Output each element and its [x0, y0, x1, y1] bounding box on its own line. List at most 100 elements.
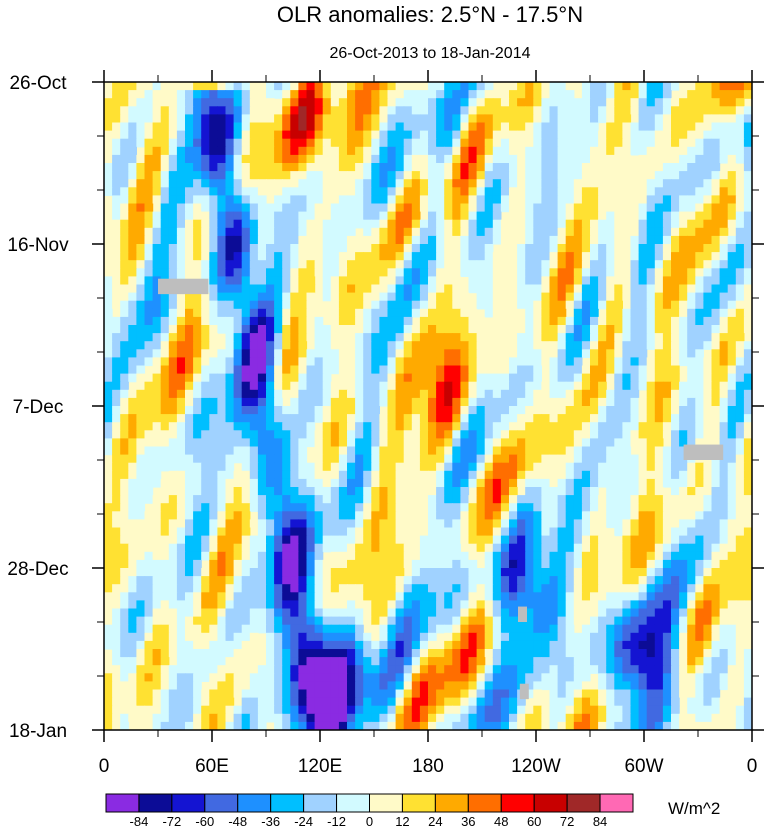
anomaly-cell	[468, 511, 478, 520]
anomaly-cell	[517, 495, 526, 504]
anomaly-cell	[687, 341, 696, 350]
anomaly-cell	[565, 341, 575, 350]
anomaly-cell	[282, 478, 291, 488]
anomaly-cell	[403, 268, 413, 277]
anomaly-cell	[509, 462, 518, 472]
anomaly-cell	[411, 122, 421, 132]
anomaly-cell	[492, 130, 502, 140]
anomaly-cell	[638, 543, 648, 553]
anomaly-cell	[168, 551, 178, 561]
anomaly-cell	[743, 535, 752, 545]
anomaly-cell	[136, 292, 146, 302]
anomaly-cell	[468, 308, 478, 318]
anomaly-cell	[160, 535, 170, 545]
anomaly-cell	[306, 138, 316, 148]
anomaly-cell	[581, 462, 591, 472]
anomaly-cell	[525, 300, 534, 310]
anomaly-cell	[679, 219, 688, 229]
anomaly-cell	[509, 495, 518, 504]
anomaly-cell	[379, 268, 389, 277]
anomaly-cell	[662, 195, 672, 205]
anomaly-cell	[428, 584, 437, 593]
anomaly-cell	[444, 316, 453, 326]
anomaly-cell	[266, 179, 275, 188]
anomaly-cell	[274, 341, 283, 350]
anomaly-cell	[573, 438, 583, 448]
anomaly-cell	[120, 325, 129, 334]
anomaly-cell	[703, 341, 713, 350]
anomaly-cell	[614, 551, 623, 561]
anomaly-cell	[646, 114, 656, 124]
anomaly-cell	[355, 252, 364, 261]
anomaly-cell	[298, 122, 308, 132]
anomaly-cell	[411, 179, 421, 188]
anomaly-cell	[322, 130, 332, 140]
anomaly-cell	[330, 487, 340, 496]
anomaly-cell	[500, 470, 510, 480]
anomaly-cell	[444, 495, 453, 504]
anomaly-cell	[549, 227, 559, 237]
anomaly-cell	[533, 406, 542, 415]
anomaly-cell	[266, 365, 275, 375]
anomaly-cell	[565, 381, 575, 391]
anomaly-cell	[387, 90, 397, 99]
anomaly-cell	[112, 146, 121, 156]
anomaly-cell	[444, 568, 453, 577]
anomaly-cell	[363, 576, 372, 585]
anomaly-cell	[525, 308, 534, 318]
anomaly-cell	[120, 568, 129, 577]
anomaly-cell	[403, 341, 413, 350]
anomaly-cell	[622, 576, 632, 585]
anomaly-cell	[290, 179, 299, 188]
anomaly-cell	[338, 244, 348, 253]
anomaly-cell	[679, 130, 688, 140]
anomaly-cell	[274, 154, 283, 164]
anomaly-cell	[452, 487, 461, 496]
anomaly-cell	[492, 527, 502, 537]
anomaly-cell	[492, 543, 502, 553]
anomaly-cell	[395, 470, 405, 480]
anomaly-cell	[298, 495, 308, 504]
anomaly-cell	[436, 543, 445, 553]
anomaly-cell	[136, 244, 146, 253]
anomaly-cell	[290, 373, 299, 383]
anomaly-cell	[517, 284, 526, 294]
anomaly-cell	[160, 462, 170, 472]
anomaly-cell	[428, 163, 437, 172]
anomaly-cell	[136, 98, 146, 107]
anomaly-cell	[363, 90, 372, 99]
anomaly-cell	[436, 227, 445, 237]
anomaly-cell	[525, 163, 534, 172]
anomaly-cell	[719, 325, 729, 334]
anomaly-cell	[436, 106, 445, 115]
anomaly-cell	[104, 146, 113, 156]
anomaly-cell	[419, 146, 429, 156]
anomaly-cell	[185, 422, 194, 431]
anomaly-cell	[428, 592, 437, 601]
anomaly-cell	[476, 535, 486, 545]
anomaly-cell	[274, 292, 283, 302]
anomaly-cell	[403, 284, 413, 294]
anomaly-cell	[411, 252, 421, 261]
anomaly-cell	[590, 446, 599, 456]
anomaly-cell	[500, 163, 510, 172]
anomaly-cell	[249, 446, 259, 456]
anomaly-cell	[703, 373, 713, 383]
anomaly-cell	[209, 584, 218, 593]
anomaly-cell	[314, 535, 324, 545]
anomaly-cell	[274, 389, 283, 399]
anomaly-cell	[193, 122, 202, 132]
anomaly-cell	[379, 341, 389, 350]
anomaly-cell	[581, 106, 591, 115]
anomaly-cell	[581, 235, 591, 245]
anomaly-cell	[509, 341, 518, 350]
anomaly-cell	[695, 98, 704, 107]
anomaly-cell	[104, 114, 113, 124]
anomaly-cell	[120, 357, 129, 367]
anomaly-cell	[590, 462, 599, 472]
anomaly-cell	[573, 430, 583, 439]
anomaly-cell	[557, 487, 567, 496]
anomaly-cell	[460, 308, 470, 318]
anomaly-cell	[679, 138, 688, 148]
anomaly-cell	[290, 543, 299, 553]
